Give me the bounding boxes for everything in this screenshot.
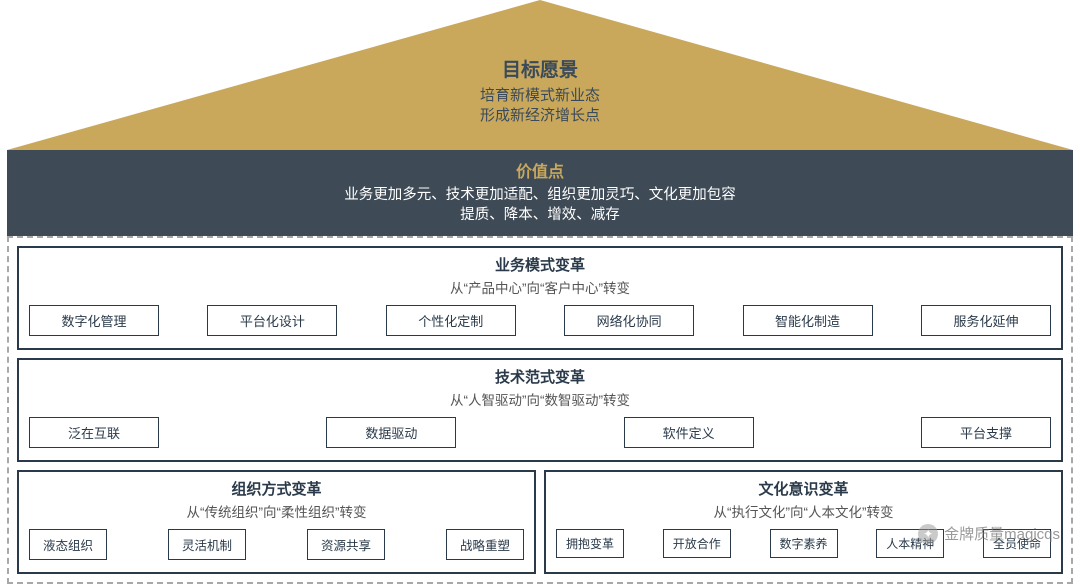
panel-header: 技术范式变革 从“人智驱动”向“数智驱动”转变	[29, 366, 1051, 409]
item-box: 液态组织	[29, 529, 107, 560]
item-row: 拥抱变革 开放合作 数字素养 人本精神 全员使命	[556, 529, 1051, 558]
item-box: 数字化管理	[29, 305, 159, 336]
value-bar-line-2: 提质、降本、增效、减存	[7, 205, 1073, 225]
panel-tech-paradigm: 技术范式变革 从“人智驱动”向“数智驱动”转变 泛在互联 数据驱动 软件定义 平…	[17, 358, 1063, 462]
item-box: 平台化设计	[207, 305, 337, 336]
roof-section: 目标愿景 培育新模式新业态 形成新经济增长点	[7, 0, 1073, 150]
panel-business-model: 业务模式变革 从“产品中心”向“客户中心”转变 数字化管理 平台化设计 个性化定…	[17, 246, 1063, 350]
item-box: 开放合作	[663, 529, 731, 558]
two-col-row: 组织方式变革 从“传统组织”向“柔性组织”转变 液态组织 灵活机制 资源共享 战…	[17, 470, 1063, 574]
item-box: 个性化定制	[386, 305, 516, 336]
panel-title: 组织方式变革	[29, 478, 524, 499]
panel-header: 组织方式变革 从“传统组织”向“柔性组织”转变	[29, 478, 524, 521]
house-diagram: 目标愿景 培育新模式新业态 形成新经济增长点 价值点 业务更加多元、技术更加适配…	[7, 0, 1073, 584]
panel-title: 技术范式变革	[29, 366, 1051, 387]
panel-subtitle: 从“产品中心”向“客户中心”转变	[29, 277, 1051, 297]
roof-line-2: 形成新经济增长点	[390, 106, 690, 126]
item-box: 人本精神	[876, 529, 944, 558]
panel-culture: 文化意识变革 从“执行文化”向“人本文化”转变 拥抱变革 开放合作 数字素养 人…	[544, 470, 1063, 574]
panel-header: 业务模式变革 从“产品中心”向“客户中心”转变	[29, 254, 1051, 297]
item-box: 服务化延伸	[921, 305, 1051, 336]
item-box: 数据驱动	[326, 417, 456, 448]
item-row: 泛在互联 数据驱动 软件定义 平台支撑	[29, 417, 1051, 448]
roof-text-block: 目标愿景 培育新模式新业态 形成新经济增长点	[390, 55, 690, 127]
item-row: 液态组织 灵活机制 资源共享 战略重塑	[29, 529, 524, 560]
item-box: 智能化制造	[743, 305, 873, 336]
item-box: 资源共享	[307, 529, 385, 560]
panel-subtitle: 从“执行文化”向“人本文化”转变	[556, 501, 1051, 521]
item-box: 灵活机制	[168, 529, 246, 560]
value-bar-title: 价值点	[7, 158, 1073, 182]
item-box: 网络化协同	[564, 305, 694, 336]
panel-subtitle: 从“人智驱动”向“数智驱动”转变	[29, 389, 1051, 409]
panel-header: 文化意识变革 从“执行文化”向“人本文化”转变	[556, 478, 1051, 521]
roof-line-1: 培育新模式新业态	[390, 86, 690, 106]
item-box: 拥抱变革	[556, 529, 624, 558]
item-box: 软件定义	[624, 417, 754, 448]
body-frame: 业务模式变革 从“产品中心”向“客户中心”转变 数字化管理 平台化设计 个性化定…	[7, 236, 1073, 584]
item-box: 全员使命	[983, 529, 1051, 558]
panel-title: 业务模式变革	[29, 254, 1051, 275]
value-bar-line-1: 业务更加多元、技术更加适配、组织更加灵巧、文化更加包容	[7, 185, 1073, 205]
item-box: 平台支撑	[921, 417, 1051, 448]
panel-subtitle: 从“传统组织”向“柔性组织”转变	[29, 501, 524, 521]
item-box: 战略重塑	[446, 529, 524, 560]
panel-title: 文化意识变革	[556, 478, 1051, 499]
item-box: 泛在互联	[29, 417, 159, 448]
item-row: 数字化管理 平台化设计 个性化定制 网络化协同 智能化制造 服务化延伸	[29, 305, 1051, 336]
panel-organization: 组织方式变革 从“传统组织”向“柔性组织”转变 液态组织 灵活机制 资源共享 战…	[17, 470, 536, 574]
value-bar: 价值点 业务更加多元、技术更加适配、组织更加灵巧、文化更加包容 提质、降本、增效…	[7, 150, 1073, 236]
roof-title: 目标愿景	[390, 55, 690, 82]
item-box: 数字素养	[770, 529, 838, 558]
